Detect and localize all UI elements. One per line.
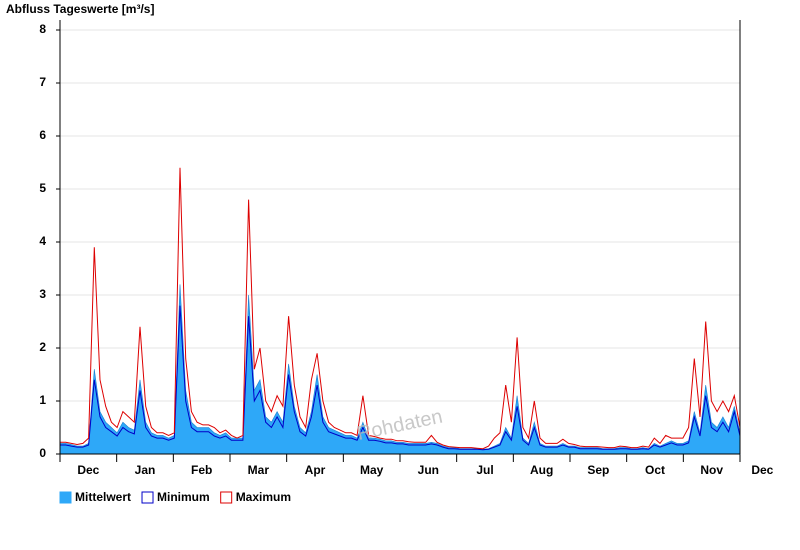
line: [60, 167, 741, 450]
y-tick-label: 5: [39, 181, 46, 195]
legend-label: Maximum: [236, 490, 291, 504]
x-tick-label: Jan: [135, 463, 156, 477]
chart-title: Abfluss Tageswerte [m³/s]: [6, 2, 154, 16]
y-tick-label: 1: [39, 393, 46, 407]
x-tick-label: Dec: [77, 463, 99, 477]
x-tick-label: Nov: [700, 463, 723, 477]
x-tick-label: Feb: [191, 463, 212, 477]
legend-label: Minimum: [157, 490, 210, 504]
x-tick-label: Aug: [530, 463, 553, 477]
watermark: Rohdaten: [355, 406, 444, 446]
y-tick-label: 0: [39, 446, 46, 460]
legend-swatch: [220, 491, 233, 504]
x-tick-label: Mar: [248, 463, 270, 477]
legend-swatch: [59, 491, 72, 504]
y-tick-label: 7: [39, 75, 46, 89]
x-tick-label: Jun: [418, 463, 439, 477]
y-tick-label: 3: [39, 287, 46, 301]
legend-swatch: [141, 491, 154, 504]
y-tick-label: 8: [39, 22, 46, 36]
x-tick-label: Apr: [305, 463, 326, 477]
x-tick-label: May: [360, 463, 384, 477]
y-tick-label: 4: [39, 234, 46, 248]
x-tick-label: Dec: [751, 463, 773, 477]
y-tick-label: 2: [39, 340, 46, 354]
x-tick-label: Jul: [476, 463, 493, 477]
y-tick-label: 6: [39, 128, 46, 142]
legend-label: Mittelwert: [75, 490, 131, 504]
x-tick-label: Sep: [587, 463, 609, 477]
x-tick-label: Oct: [645, 463, 665, 477]
line: [60, 305, 741, 451]
